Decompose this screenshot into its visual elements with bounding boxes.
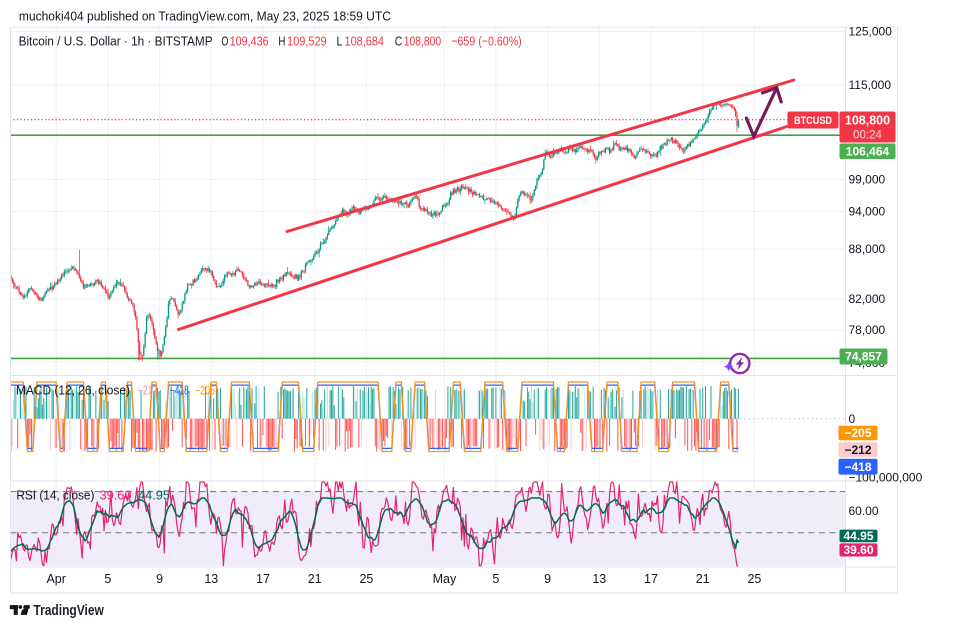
svg-text:BTCUSD: BTCUSD (794, 115, 832, 127)
svg-text:17: 17 (256, 572, 270, 586)
svg-text:39.60: 39.60 (100, 488, 132, 502)
svg-text:RSI (14, close): RSI (14, close) (16, 488, 94, 502)
svg-text:44.95: 44.95 (138, 488, 170, 502)
svg-text:21: 21 (308, 572, 322, 586)
svg-text:88,000: 88,000 (849, 242, 886, 256)
svg-text:108,684: 108,684 (345, 34, 385, 49)
svg-text:108,800: 108,800 (404, 34, 442, 49)
svg-text:Apr: Apr (46, 572, 65, 586)
svg-text:−418: −418 (170, 383, 189, 397)
svg-text:115,000: 115,000 (849, 78, 892, 92)
svg-text:109,529: 109,529 (287, 34, 327, 49)
svg-text:−212: −212 (138, 383, 157, 397)
svg-text:−205: −205 (844, 426, 871, 440)
svg-text:−418: −418 (844, 460, 871, 474)
svg-text:39.60: 39.60 (843, 543, 873, 557)
svg-text:9: 9 (544, 572, 551, 586)
svg-text:82,000: 82,000 (849, 292, 886, 306)
svg-text:C: C (395, 34, 403, 49)
svg-text:108,800: 108,800 (845, 114, 890, 128)
svg-text:5: 5 (104, 572, 111, 586)
svg-text:5: 5 (492, 572, 499, 586)
svg-text:74,857: 74,857 (845, 350, 882, 364)
svg-text:Bitcoin / U.S. Dollar · 1h · B: Bitcoin / U.S. Dollar · 1h · BITSTAMP (19, 34, 213, 49)
svg-text:125,000: 125,000 (849, 25, 893, 39)
svg-text:9: 9 (156, 572, 163, 586)
svg-text:106,464: 106,464 (846, 144, 890, 158)
svg-text:May: May (433, 572, 457, 586)
svg-text:44.95: 44.95 (843, 529, 873, 543)
svg-text:78,000: 78,000 (849, 323, 886, 337)
svg-text:−659 (−0.60%): −659 (−0.60%) (451, 34, 521, 49)
svg-text:L: L (337, 34, 343, 49)
svg-text:109,436: 109,436 (230, 34, 269, 49)
svg-text:O: O (221, 34, 228, 49)
svg-text:00:24: 00:24 (853, 130, 882, 142)
svg-text:25: 25 (359, 572, 373, 586)
svg-text:21: 21 (696, 572, 710, 586)
svg-text:94,000: 94,000 (849, 205, 886, 219)
svg-text:99,000: 99,000 (849, 173, 886, 187)
svg-text:muchoki404 published on Tradin: muchoki404 published on TradingView.com,… (19, 9, 391, 24)
svg-text:13: 13 (592, 572, 606, 586)
svg-text:13: 13 (204, 572, 218, 586)
svg-text:25: 25 (747, 572, 761, 586)
svg-text:0: 0 (849, 412, 856, 426)
svg-text:H: H (278, 34, 285, 49)
svg-text:17: 17 (644, 572, 658, 586)
svg-text:−205: −205 (195, 383, 215, 397)
svg-text:−212: −212 (844, 443, 871, 457)
svg-text:MACD (12, 26, close): MACD (12, 26, close) (16, 383, 130, 397)
svg-text:TradingView: TradingView (33, 602, 104, 619)
svg-text:60.00: 60.00 (849, 504, 879, 518)
